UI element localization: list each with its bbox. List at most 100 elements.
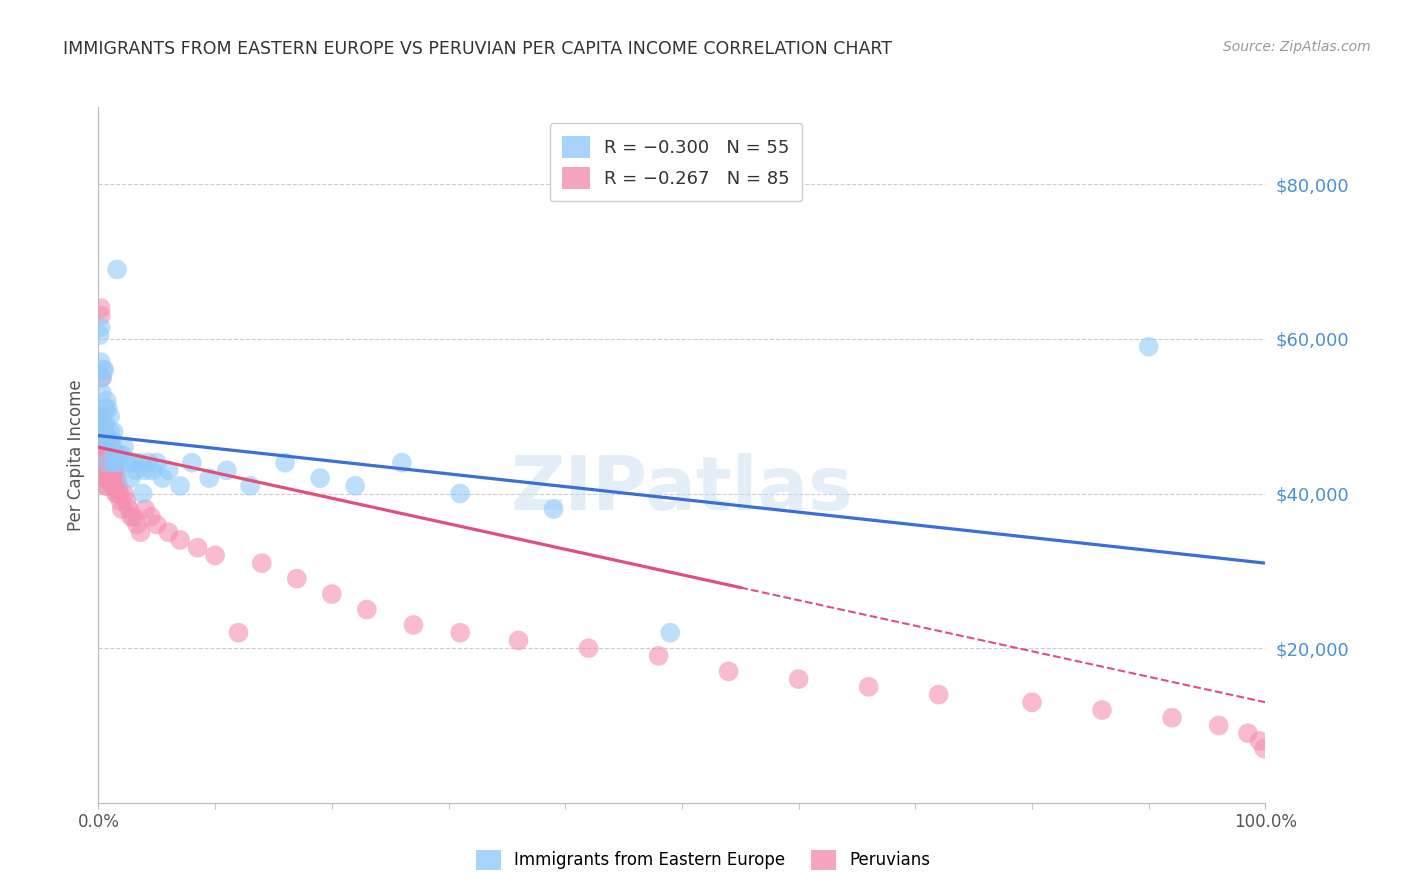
Text: Source: ZipAtlas.com: Source: ZipAtlas.com	[1223, 40, 1371, 54]
Point	[118, 502, 141, 516]
Point	[91, 433, 114, 447]
Point	[90, 301, 112, 315]
Point	[1253, 741, 1275, 756]
Point	[97, 471, 120, 485]
Point	[96, 479, 118, 493]
Point	[90, 409, 112, 424]
Point	[112, 440, 135, 454]
Point	[1237, 726, 1260, 740]
Point	[96, 433, 118, 447]
Point	[96, 393, 118, 408]
Point	[101, 463, 124, 477]
Point	[120, 471, 142, 485]
Point	[1161, 711, 1184, 725]
Point	[717, 665, 740, 679]
Point	[187, 541, 209, 555]
Point	[169, 533, 191, 547]
Point	[128, 456, 150, 470]
Point	[94, 433, 117, 447]
Point	[94, 456, 117, 470]
Point	[198, 471, 221, 485]
Point	[98, 440, 121, 454]
Point	[928, 688, 950, 702]
Point	[89, 436, 111, 450]
Point	[91, 425, 114, 439]
Point	[105, 486, 128, 500]
Point	[97, 463, 120, 477]
Point	[659, 625, 682, 640]
Point	[100, 433, 122, 447]
Text: ZIPatlas: ZIPatlas	[510, 453, 853, 526]
Point	[111, 502, 134, 516]
Point	[125, 517, 148, 532]
Point	[285, 572, 308, 586]
Point	[97, 401, 120, 416]
Point	[105, 471, 128, 485]
Point	[90, 309, 112, 323]
Point	[90, 417, 112, 431]
Point	[344, 479, 367, 493]
Point	[97, 463, 120, 477]
Point	[508, 633, 530, 648]
Point	[101, 479, 124, 493]
Point	[449, 486, 471, 500]
Point	[91, 440, 114, 454]
Point	[1249, 734, 1271, 748]
Point	[103, 425, 125, 439]
Point	[1137, 340, 1160, 354]
Point	[107, 479, 129, 493]
Point	[90, 355, 112, 369]
Point	[402, 618, 425, 632]
Point	[1091, 703, 1114, 717]
Point	[100, 471, 122, 485]
Point	[132, 486, 155, 500]
Point	[96, 471, 118, 485]
Point	[449, 625, 471, 640]
Point	[146, 456, 169, 470]
Point	[101, 440, 124, 454]
Point	[111, 448, 134, 462]
Point	[97, 471, 120, 485]
Point	[90, 370, 112, 384]
Point	[94, 463, 117, 477]
Point	[96, 463, 118, 477]
Point	[98, 463, 121, 477]
Point	[97, 433, 120, 447]
Point	[100, 456, 122, 470]
Point	[129, 525, 152, 540]
Point	[134, 463, 156, 477]
Point	[103, 456, 125, 470]
Point	[146, 517, 169, 532]
Point	[180, 456, 202, 470]
Point	[157, 525, 180, 540]
Point	[98, 448, 121, 462]
Point	[122, 456, 145, 470]
Point	[215, 463, 238, 477]
Point	[228, 625, 250, 640]
Point	[104, 486, 127, 500]
Point	[93, 448, 115, 462]
Point	[93, 363, 115, 377]
Legend: Immigrants from Eastern Europe, Peruvians: Immigrants from Eastern Europe, Peruvian…	[470, 843, 936, 877]
Point	[101, 456, 124, 470]
Point	[647, 648, 669, 663]
Point	[93, 456, 115, 470]
Point	[858, 680, 880, 694]
Point	[103, 471, 125, 485]
Point	[98, 425, 121, 439]
Point	[134, 502, 156, 516]
Point	[1208, 718, 1230, 732]
Point	[91, 448, 114, 462]
Point	[94, 401, 117, 416]
Point	[157, 463, 180, 477]
Point	[90, 370, 112, 384]
Point	[104, 456, 127, 470]
Point	[543, 502, 565, 516]
Point	[1021, 695, 1043, 709]
Point	[152, 471, 174, 485]
Point	[309, 471, 332, 485]
Point	[91, 409, 114, 424]
Point	[93, 440, 115, 454]
Point	[98, 409, 121, 424]
Point	[94, 479, 117, 493]
